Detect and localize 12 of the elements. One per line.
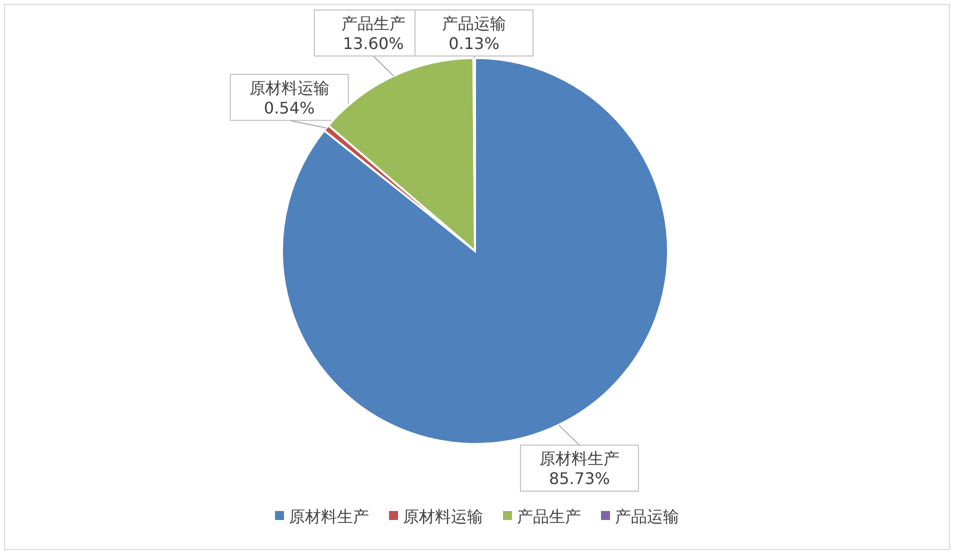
data-label: 0.13% — [448, 34, 500, 53]
data-label: 85.73% — [548, 469, 610, 488]
legend-label: 原材料生产 — [289, 507, 369, 526]
slice-label: 产品生产 — [341, 14, 406, 33]
data-label: 13.60% — [342, 34, 404, 53]
legend-label: 原材料运输 — [403, 507, 483, 526]
data-label: 0.54% — [264, 98, 315, 118]
legend-label: 产品运输 — [615, 507, 679, 526]
slice-label: 产品运输 — [442, 14, 506, 33]
legend-label: 产品生产 — [517, 507, 581, 526]
slice-label: 原材料运输 — [249, 78, 330, 98]
slice-label: 原材料生产 — [539, 449, 620, 468]
